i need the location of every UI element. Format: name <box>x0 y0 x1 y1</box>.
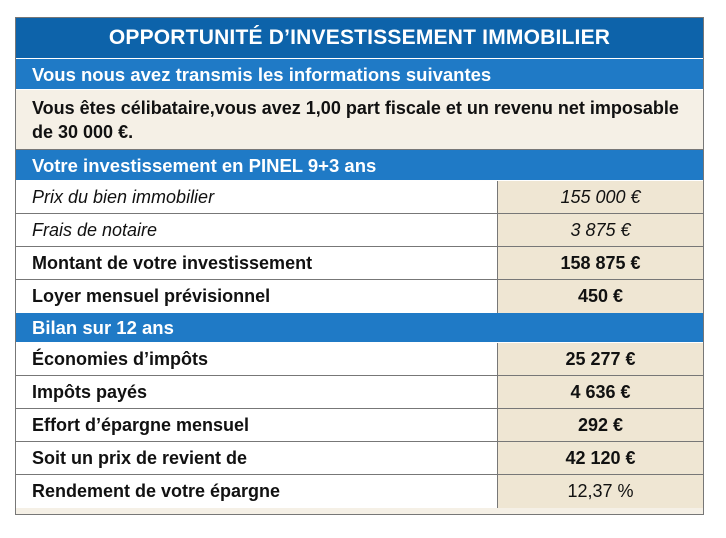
section-header-investissement: Votre investissement en PINEL 9+3 ans <box>16 150 703 181</box>
table-row-loyer-mensuel: Loyer mensuel prévisionnel 450 € <box>16 280 703 313</box>
section-header-informations: Vous nous avez transmis les informations… <box>16 59 703 90</box>
row-label: Loyer mensuel prévisionnel <box>16 280 498 313</box>
table-row-prix-revient: Soit un prix de revient de 42 120 € <box>16 442 703 475</box>
row-value: 42 120 € <box>498 442 703 474</box>
table-row-impots-payes: Impôts payés 4 636 € <box>16 376 703 409</box>
row-value: 292 € <box>498 409 703 441</box>
row-value: 4 636 € <box>498 376 703 408</box>
table-row-economies-impots: Économies d’impôts 25 277 € <box>16 343 703 376</box>
row-value: 12,37 % <box>498 475 703 508</box>
row-value: 450 € <box>498 280 703 313</box>
table-row-rendement-epargne: Rendement de votre épargne 12,37 % <box>16 475 703 508</box>
section-header-bilan: Bilan sur 12 ans <box>16 313 703 343</box>
row-label: Rendement de votre épargne <box>16 475 498 508</box>
row-label: Frais de notaire <box>16 214 498 246</box>
table-row-prix-bien: Prix du bien immobilier 155 000 € <box>16 181 703 214</box>
row-value: 3 875 € <box>498 214 703 246</box>
row-label: Prix du bien immobilier <box>16 181 498 213</box>
table-row-effort-epargne: Effort d’épargne mensuel 292 € <box>16 409 703 442</box>
client-situation-text: Vous êtes célibataire,vous avez 1,00 par… <box>16 90 703 150</box>
investment-summary-panel: OPPORTUNITÉ D’INVESTISSEMENT IMMOBILIER … <box>15 17 704 515</box>
row-label: Montant de votre investissement <box>16 247 498 279</box>
table-row-frais-notaire: Frais de notaire 3 875 € <box>16 214 703 247</box>
row-label: Soit un prix de revient de <box>16 442 498 474</box>
row-value: 155 000 € <box>498 181 703 213</box>
row-value: 25 277 € <box>498 343 703 375</box>
page-title: OPPORTUNITÉ D’INVESTISSEMENT IMMOBILIER <box>16 18 703 59</box>
row-label: Effort d’épargne mensuel <box>16 409 498 441</box>
row-value: 158 875 € <box>498 247 703 279</box>
table-row-montant-investissement: Montant de votre investissement 158 875 … <box>16 247 703 280</box>
row-label: Impôts payés <box>16 376 498 408</box>
row-label: Économies d’impôts <box>16 343 498 375</box>
